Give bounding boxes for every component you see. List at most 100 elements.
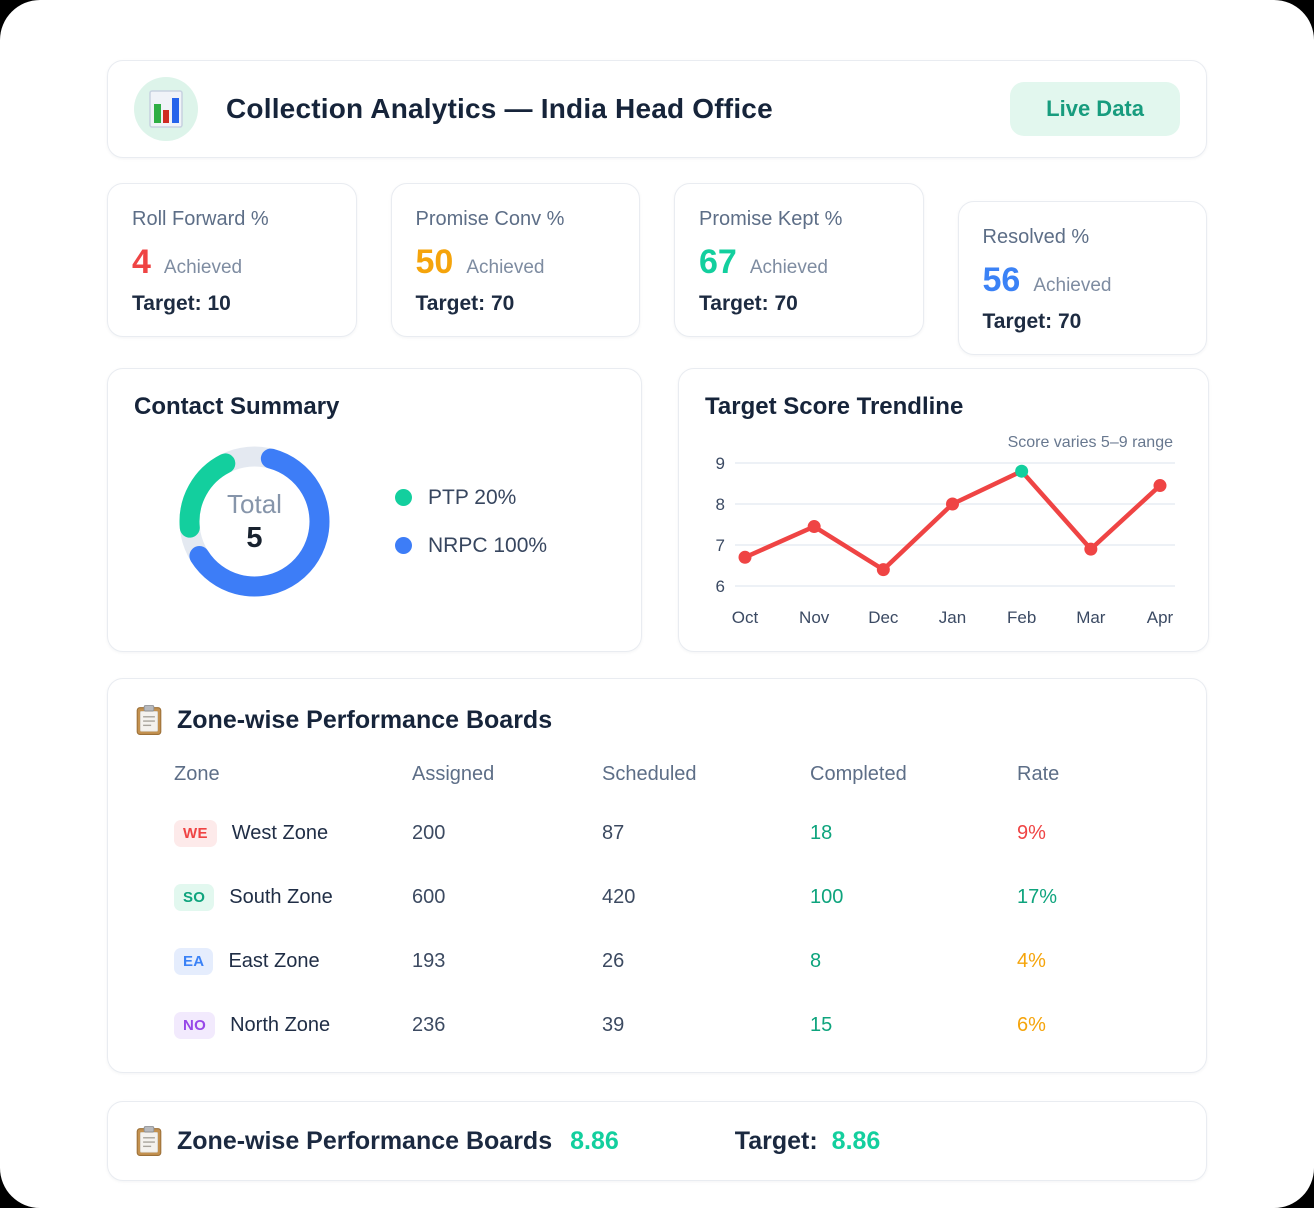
table-row: EA East Zone 193 26 8 4% (174, 944, 1178, 978)
svg-text:9: 9 (716, 454, 725, 473)
completed-cell: 8 (810, 949, 822, 972)
contact-summary-title: Contact Summary (134, 393, 340, 420)
bar-chart-icon (149, 90, 183, 128)
scheduled-cell: 26 (602, 949, 625, 972)
live-data-button[interactable]: Live Data (1010, 82, 1180, 136)
trendline-chart: 9 8 7 6 Score varies 5–9 range Oct Nov Dec Jan Fe… (705, 427, 1182, 640)
donut-segment-nrpc (179, 446, 330, 597)
scheduled-cell: 420 (602, 885, 636, 908)
kpi-suffix: Achieved (749, 257, 828, 278)
legend-label: NRPC 100% (428, 533, 548, 557)
svg-text:6: 6 (716, 577, 725, 596)
zone-cell: NO North Zone (174, 1011, 412, 1039)
clipboard-icon (136, 705, 162, 735)
zone-badge: SO (174, 883, 215, 911)
zone-table-card: Zone-wise Performance Boards Zone Assign… (107, 678, 1207, 1073)
zone-name: North Zone (230, 1013, 331, 1036)
footer-target-group: Target: 8.86 (735, 1127, 881, 1156)
completed-cell: 18 (810, 821, 833, 844)
page-title: Collection Analytics — India Head Office (226, 93, 773, 124)
svg-text:7: 7 (716, 536, 725, 555)
kpi-value: 50 (415, 243, 454, 281)
kpi-target: Target: 10 (132, 292, 231, 315)
zone-cell: EA East Zone (174, 947, 412, 975)
trendline-card: Target Score Trendline 9 8 7 6 Score varies … (678, 368, 1209, 652)
assigned-cell: 200 (412, 821, 446, 844)
kpi-label: Roll Forward % (132, 208, 269, 230)
column-header-assigned: Assigned (412, 763, 495, 785)
kpi-target: Target: 70 (982, 310, 1082, 333)
svg-text:Dec: Dec (868, 608, 899, 627)
zone-cell: WE West Zone (174, 819, 412, 847)
zone-cell: SO South Zone (174, 883, 412, 911)
kpi-value: 4 (132, 243, 151, 281)
table-row: NO North Zone 236 39 15 6% (174, 1008, 1178, 1042)
scheduled-cell: 39 (602, 1013, 625, 1036)
svg-text:8: 8 (716, 495, 725, 514)
kpi-suffix: Achieved (1033, 275, 1112, 296)
zone-table-body: WE West Zone 200 87 18 9% SO South Zone 600 420 10… (174, 816, 1178, 1042)
rate-cell: 6% (1017, 1013, 1046, 1036)
legend-label: PTP 20% (428, 485, 517, 509)
kpi-row: Roll Forward % 4 Achieved Target: 10 Pro… (107, 183, 1207, 355)
column-header-zone: Zone (174, 763, 220, 785)
table-row: SO South Zone 600 420 100 17% (174, 880, 1178, 914)
zone-badge: WE (174, 819, 217, 847)
app-icon-circle (134, 77, 198, 141)
kpi-target: Target: 70 (699, 292, 798, 315)
trendline-title: Target Score Trendline (705, 393, 964, 420)
kpi-value: 56 (982, 261, 1021, 299)
svg-text:Oct: Oct (732, 608, 759, 627)
table-row: WE West Zone 200 87 18 9% (174, 816, 1178, 850)
svg-text:Nov: Nov (799, 608, 830, 627)
dashboard-page: Collection Analytics — India Head Office… (107, 0, 1209, 1181)
legend-item-nrpc: NRPC 100% (395, 534, 547, 558)
scheduled-cell: 87 (602, 821, 625, 844)
assigned-cell: 236 (412, 1013, 446, 1036)
assigned-cell: 193 (412, 949, 446, 972)
ptp-dot-icon (395, 489, 412, 506)
kpi-suffix: Achieved (466, 257, 545, 278)
footer-score-value: 8.86 (570, 1126, 619, 1155)
donut-segment-ptp (179, 446, 330, 597)
footer-target-label: Target: (734, 1126, 818, 1155)
line-chart-svg: 9 8 7 6 Score varies 5–9 range Oct Nov Dec Jan Fe… (716, 434, 1175, 627)
rate-cell: 9% (1017, 821, 1046, 844)
kpi-label: Resolved % (982, 226, 1090, 248)
contact-summary-card: Contact Summary Total 5 (107, 368, 642, 652)
kpi-card-roll-forward: Roll Forward % 4 Achieved Target: 10 (107, 183, 357, 337)
zone-name: East Zone (228, 949, 320, 972)
svg-text:Feb: Feb (1007, 608, 1036, 627)
donut-chart: Total 5 (178, 445, 331, 598)
svg-text:Mar: Mar (1076, 608, 1106, 627)
kpi-value: 67 (699, 243, 737, 281)
footer-target-value: 8.86 (831, 1126, 881, 1155)
footer-title: Zone-wise Performance Boards (177, 1126, 553, 1155)
kpi-target: Target: 70 (415, 292, 515, 315)
assigned-cell: 600 (412, 885, 446, 908)
column-header-rate: Rate (1017, 763, 1060, 785)
svg-text:Jan: Jan (939, 608, 966, 627)
zone-table-title: Zone-wise Performance Boards (177, 705, 553, 734)
column-header-scheduled: Scheduled (602, 763, 697, 785)
donut-total-value: 5 (246, 521, 263, 554)
middle-row: Contact Summary Total 5 (107, 368, 1209, 652)
svg-text:Apr: Apr (1147, 608, 1174, 627)
donut-rings (179, 446, 330, 597)
zone-table: Zone Assigned Scheduled Completed Rate W… (174, 763, 1178, 1042)
zone-badge: NO (174, 1011, 216, 1039)
kpi-card-promise-conv: Promise Conv % 50 Achieved Target: 70 (390, 183, 640, 337)
zone-badge: EA (174, 947, 214, 975)
zone-name: South Zone (229, 885, 333, 908)
zone-name: West Zone (231, 821, 329, 844)
kpi-label: Promise Kept % (699, 208, 843, 230)
completed-cell: 15 (810, 1013, 833, 1036)
clipboard-icon (136, 1126, 162, 1156)
kpi-card-resolved: Resolved % 56 Achieved Target: 70 (957, 201, 1207, 355)
donut-legend: PTP 20% NRPC 100% (395, 486, 547, 558)
donut-total-label: Total (227, 488, 282, 519)
rate-cell: 17% (1017, 885, 1058, 908)
svg-text:Score varies 5–9 range: Score varies 5–9 range (1008, 434, 1174, 451)
column-header-completed: Completed (810, 763, 907, 785)
